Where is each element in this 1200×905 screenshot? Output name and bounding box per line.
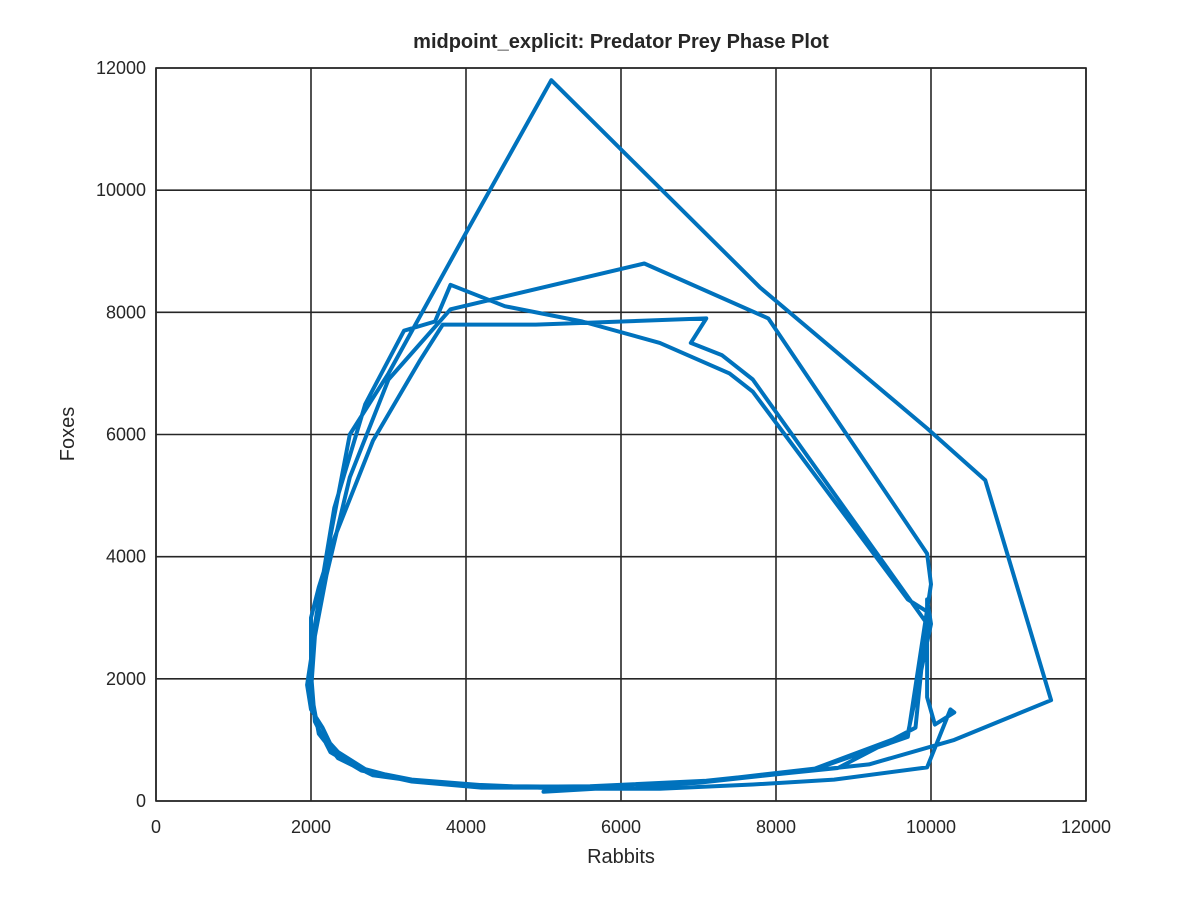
grid-lines <box>155 67 1087 802</box>
x-tick-label: 0 <box>151 817 161 837</box>
x-tick-label: 8000 <box>756 817 796 837</box>
y-axis-label: Foxes <box>57 407 79 461</box>
y-tick-label: 4000 <box>106 547 146 567</box>
series-line <box>305 78 1054 794</box>
y-tick-label: 12000 <box>96 58 146 78</box>
y-tick-label: 0 <box>136 791 146 811</box>
x-tick-label: 6000 <box>601 817 641 837</box>
x-tick-label: 2000 <box>291 817 331 837</box>
chart-title: midpoint_explicit: Predator Prey Phase P… <box>413 31 829 53</box>
y-tick-label: 10000 <box>96 180 146 200</box>
y-tick-label: 2000 <box>106 669 146 689</box>
x-axis-label: Rabbits <box>587 846 655 868</box>
axes-box <box>155 67 1087 802</box>
tick-labels: 0 2000 4000 6000 8000 10000 12000 0 2000 4000 6000… <box>96 58 1111 837</box>
x-tick-label: 10000 <box>906 817 956 837</box>
x-tick-label: 4000 <box>446 817 486 837</box>
x-tick-label: 12000 <box>1061 817 1111 837</box>
y-tick-label: 6000 <box>106 425 146 445</box>
series-layer <box>305 78 1054 794</box>
y-tick-label: 8000 <box>106 302 146 322</box>
